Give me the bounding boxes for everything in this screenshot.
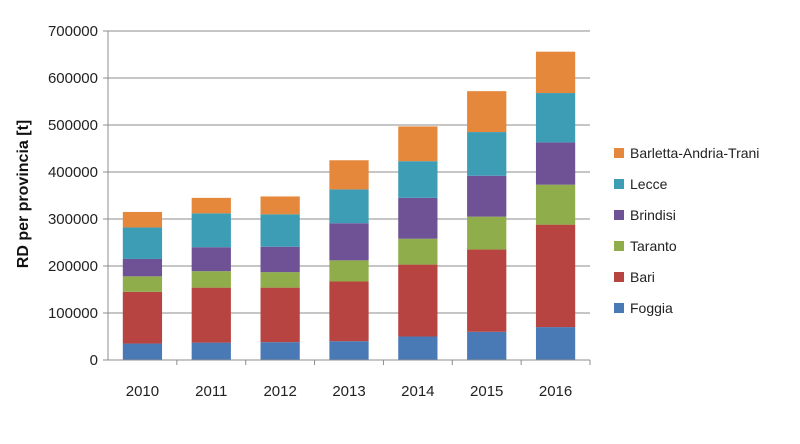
bar-lecce-2015 [467,132,507,176]
bar-brindisi-2014 [398,197,438,239]
bar-lecce-2013 [329,189,369,224]
legend-swatch [614,303,624,313]
y-tick-label: 700000 [48,23,98,40]
y-tick-label: 200000 [48,258,98,275]
bar-bari-2012 [260,287,300,343]
y-tick-label: 400000 [48,164,98,181]
bar-stack-2013 [329,160,369,360]
bars [122,51,576,360]
legend-item-barletta-andria-trani: Barletta-Andria-Trani [614,145,759,161]
bar-brindisi-2015 [467,175,507,217]
bar-stack-2012 [260,196,300,360]
bar-foggia-2010 [122,343,163,360]
x-tick-labels: 2010 2011 2012 2013 2014 2015 2016 [126,383,573,400]
bar-brindisi-2012 [260,246,300,273]
bar-taranto-2016 [535,184,576,225]
legend-item-taranto: Taranto [614,238,677,254]
bar-lecce-2010 [122,227,163,259]
legend-label: Barletta-Andria-Trani [630,145,759,161]
bar-foggia-2011 [191,342,231,360]
x-tick-label: 2013 [332,383,365,400]
bar-bari-2016 [535,224,576,328]
bar-taranto-2015 [467,216,507,250]
bar-barletta-andria-trani-2011 [191,197,231,214]
x-tick-label: 2015 [470,383,503,400]
bar-barletta-andria-trani-2014 [398,126,438,162]
bar-lecce-2011 [191,213,231,248]
bar-lecce-2016 [535,93,576,143]
legend-swatch [614,272,624,282]
bar-barletta-andria-trani-2010 [122,211,163,228]
bar-brindisi-2016 [535,142,576,185]
y-tick-label: 300000 [48,211,98,228]
legend-label: Taranto [630,238,677,254]
bar-brindisi-2013 [329,223,369,261]
bar-brindisi-2010 [122,258,163,277]
x-tick-label: 2011 [195,383,227,400]
bar-lecce-2012 [260,214,300,247]
bar-stack-2015 [467,91,507,360]
legend-swatch [614,179,624,189]
legend-label: Lecce [630,176,668,192]
legend-item-foggia: Foggia [614,300,673,316]
bar-stack-2011 [191,197,231,360]
legend-label: Foggia [630,300,673,316]
bar-stack-2016 [535,51,576,360]
bar-bari-2011 [191,287,231,343]
y-tick-labels: 0 100000 200000 300000 400000 500000 600000 700… [48,23,98,369]
y-axis-label: RD per provincia [t] [15,120,32,268]
bar-lecce-2014 [398,161,438,198]
bar-stack-2014 [398,126,438,360]
legend-swatch [614,210,624,220]
bar-taranto-2012 [260,272,300,288]
bar-foggia-2014 [398,336,438,360]
x-tick-label: 2012 [263,383,296,400]
bar-taranto-2013 [329,260,369,282]
bar-foggia-2013 [329,341,369,360]
legend-item-brindisi: Brindisi [614,207,676,223]
axes [103,30,591,365]
bar-taranto-2014 [398,238,438,265]
legend-swatch [614,241,624,251]
y-tick-label: 0 [90,352,98,369]
bar-stack-2010 [122,211,163,360]
legend-item-bari: Bari [614,269,655,285]
bar-barletta-andria-trani-2016 [535,51,576,94]
legend-item-lecce: Lecce [614,176,668,192]
legend-swatch [614,148,624,158]
bar-bari-2010 [122,291,163,344]
bar-barletta-andria-trani-2015 [467,91,507,133]
y-tick-label: 100000 [48,305,98,322]
bar-taranto-2011 [191,271,231,288]
bar-barletta-andria-trani-2012 [260,196,300,215]
bar-taranto-2010 [122,276,163,292]
bar-barletta-andria-trani-2013 [329,160,369,190]
y-tick-label: 500000 [48,117,98,134]
bar-bari-2015 [467,249,507,332]
bar-foggia-2012 [260,342,300,360]
bar-bari-2013 [329,281,369,342]
x-tick-label: 2016 [539,383,572,400]
y-tick-label: 600000 [48,70,98,87]
x-tick-label: 2014 [401,383,434,400]
legend: Barletta-Andria-Trani Lecce Brindisi Tarant… [614,145,759,316]
bar-foggia-2016 [535,327,576,360]
bar-bari-2014 [398,264,438,337]
legend-label: Bari [630,269,655,285]
legend-label: Brindisi [630,207,676,223]
bar-brindisi-2011 [191,247,231,272]
x-tick-label: 2010 [126,383,159,400]
bar-foggia-2015 [467,331,507,360]
